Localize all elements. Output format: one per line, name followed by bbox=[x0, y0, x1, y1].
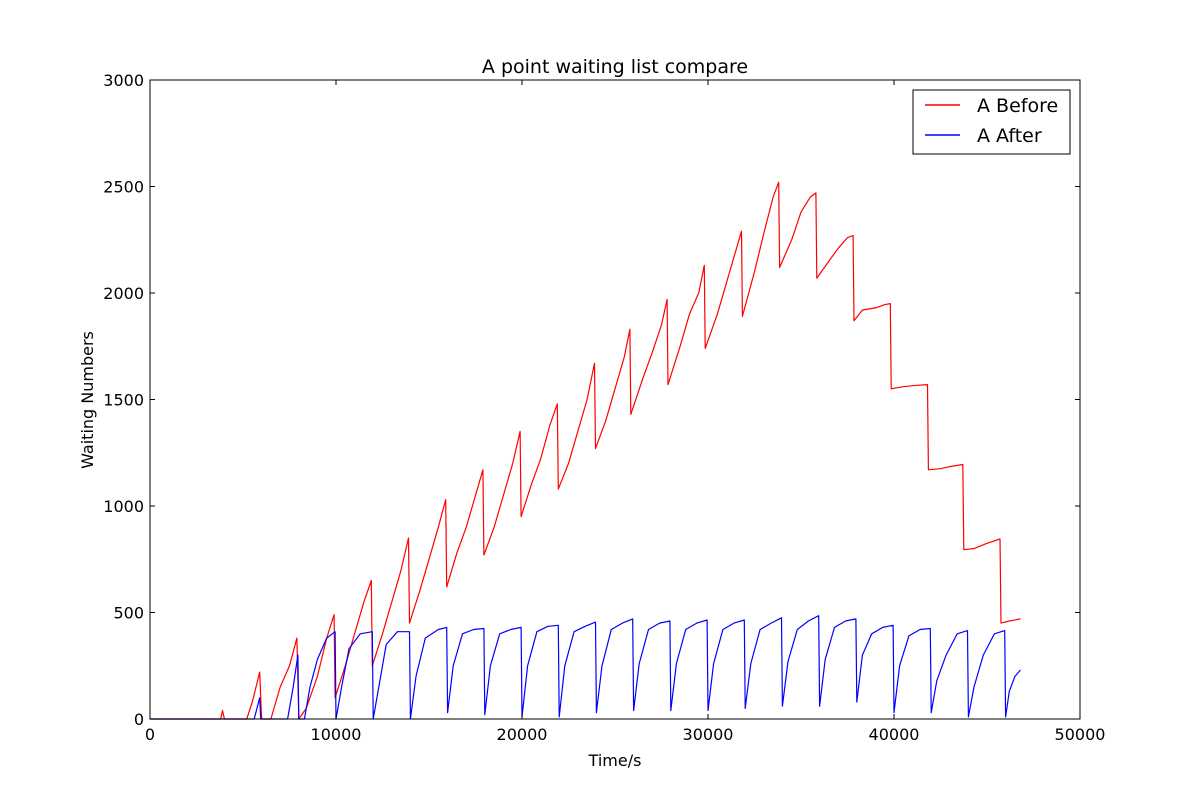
series-line-a-after bbox=[150, 615, 1021, 720]
series-line-a-before bbox=[150, 181, 1021, 720]
chart-title: A point waiting list compare bbox=[482, 56, 748, 78]
x-tick-label: 40000 bbox=[869, 725, 920, 744]
legend-box bbox=[912, 89, 1071, 155]
legend-label-a-after: A After bbox=[977, 125, 1042, 147]
legend-label-a-before: A Before bbox=[977, 95, 1058, 117]
y-axis: 0 500 1000 1500 2000 2500 3000 bbox=[103, 71, 1080, 729]
y-tick-label: 0 bbox=[134, 710, 144, 729]
y-tick-label: 2000 bbox=[103, 284, 144, 303]
y-tick-label: 500 bbox=[113, 604, 144, 623]
plot-frame bbox=[149, 79, 1081, 720]
series-layer bbox=[150, 181, 1021, 720]
x-tick-label: 0 bbox=[145, 725, 155, 744]
x-axis: 0 10000 20000 30000 40000 50000 bbox=[145, 80, 1106, 744]
legend: A Before A After bbox=[912, 89, 1071, 155]
y-axis-label: Waiting Numbers bbox=[78, 331, 97, 469]
x-tick-label: 50000 bbox=[1055, 725, 1106, 744]
x-axis-label: Time/s bbox=[588, 751, 642, 770]
y-tick-label: 2500 bbox=[103, 178, 144, 197]
y-tick-label: 3000 bbox=[103, 71, 144, 90]
y-tick-label: 1000 bbox=[103, 497, 144, 516]
y-tick-label: 1500 bbox=[103, 391, 144, 410]
x-tick-label: 10000 bbox=[311, 725, 362, 744]
x-tick-label: 20000 bbox=[497, 725, 548, 744]
x-tick-label: 30000 bbox=[683, 725, 734, 744]
